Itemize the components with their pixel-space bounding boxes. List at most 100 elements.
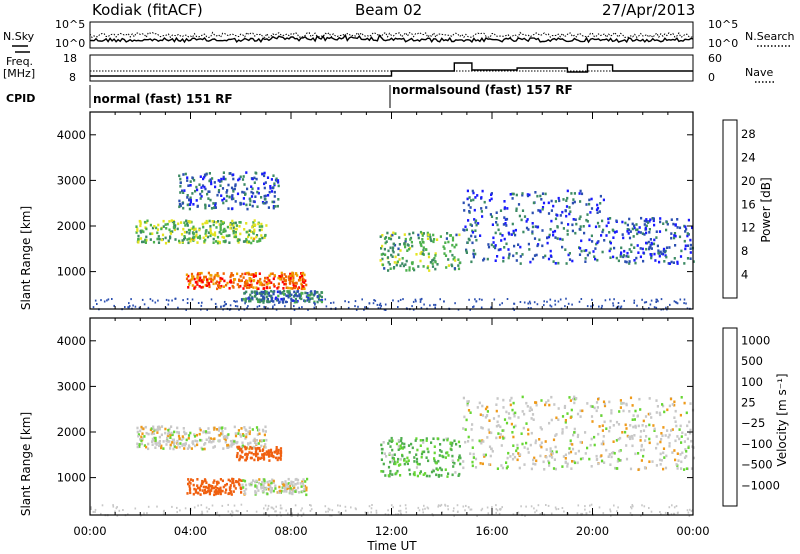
- echo-cell: [553, 403, 556, 406]
- echo-cell: [637, 452, 640, 455]
- echo-cell: [549, 450, 552, 453]
- echo-cell: [272, 481, 275, 484]
- echo-cell: [573, 401, 576, 405]
- echo-cell: [649, 412, 652, 416]
- ground-scatter-cell: [643, 505, 646, 508]
- echo-cell: [627, 232, 630, 235]
- echo-cell: [294, 292, 297, 295]
- echo-cell: [139, 220, 142, 224]
- echo-cell: [684, 225, 687, 229]
- echo-cell: [235, 480, 238, 484]
- echo-cell: [254, 452, 258, 455]
- echo-cell: [609, 463, 612, 466]
- echo-cell: [224, 438, 227, 442]
- echo-cell: [154, 436, 157, 440]
- echo-cell: [563, 406, 566, 409]
- echo-cell: [249, 293, 252, 297]
- echo-cell: [239, 454, 242, 458]
- echo-cell: [440, 450, 443, 453]
- echo-cell: [135, 225, 138, 228]
- echo-cell: [436, 238, 439, 241]
- ground-scatter-cell: [397, 513, 399, 516]
- echo-cell: [516, 443, 519, 447]
- echo-cell: [446, 438, 449, 442]
- echo-cell: [629, 424, 632, 427]
- echo-cell: [272, 174, 275, 177]
- echo-cell: [507, 412, 511, 415]
- echo-cell: [199, 192, 202, 196]
- ground-scatter-cell: [673, 506, 676, 509]
- echo-cell: [255, 290, 258, 293]
- echo-cell: [227, 478, 230, 482]
- echo-cell: [215, 280, 218, 284]
- echo-cell: [380, 443, 383, 447]
- echo-cell: [597, 240, 600, 243]
- colorbar-tick-label: 28: [741, 127, 756, 141]
- echo-cell: [490, 447, 493, 451]
- echo-cell: [209, 178, 212, 181]
- echo-cell: [193, 277, 196, 281]
- echo-cell: [303, 488, 306, 491]
- ground-scatter-cell: [379, 307, 382, 310]
- ground-scatter-cell: [431, 513, 434, 516]
- echo-cell: [241, 433, 245, 436]
- echo-cell: [229, 227, 232, 230]
- echo-cell: [184, 172, 187, 176]
- echo-cell: [228, 486, 231, 489]
- echo-cell: [605, 224, 608, 228]
- echo-cell: [253, 230, 256, 233]
- echo-cell: [259, 283, 262, 286]
- ground-scatter-cell: [275, 505, 277, 508]
- ground-scatter-cell: [501, 302, 503, 305]
- echo-cell: [661, 434, 664, 437]
- echo-cell: [211, 177, 214, 180]
- colorbar-tick-label: 20: [741, 174, 756, 188]
- echo-cell: [139, 438, 142, 441]
- echo-cell: [579, 457, 583, 461]
- echo-cell: [525, 226, 529, 230]
- echo-cell: [444, 468, 447, 471]
- ground-scatter-cell: [260, 299, 263, 302]
- echo-cell: [273, 200, 276, 204]
- echo-cell: [234, 487, 237, 490]
- echo-cell: [607, 455, 610, 458]
- ground-scatter-cell: [313, 306, 316, 309]
- echo-cell: [564, 209, 567, 213]
- echo-cell: [208, 283, 211, 287]
- echo-cell: [622, 255, 625, 259]
- echo-cell: [257, 191, 260, 195]
- ground-scatter-cell: [632, 505, 634, 508]
- echo-cell: [261, 172, 264, 176]
- echo-cell: [205, 284, 208, 287]
- ground-scatter-cell: [462, 505, 465, 508]
- echo-cell: [662, 247, 666, 251]
- echo-cell: [240, 491, 243, 494]
- echo-cell: [169, 232, 173, 235]
- echo-cell: [536, 244, 539, 248]
- echo-cell: [240, 279, 243, 282]
- echo-cell: [250, 283, 253, 287]
- ground-scatter-cell: [370, 511, 372, 514]
- echo-cell: [256, 205, 259, 208]
- ground-scatter-cell: [523, 301, 526, 304]
- echo-cell: [649, 253, 652, 256]
- echo-cell: [204, 275, 207, 279]
- ground-scatter-cell: [589, 504, 591, 507]
- ground-scatter-cell: [437, 505, 439, 508]
- echo-cell: [243, 426, 246, 429]
- echo-cell: [686, 424, 689, 428]
- echo-cell: [139, 429, 142, 433]
- ground-scatter-cell: [527, 307, 530, 309]
- echo-cell: [276, 458, 279, 462]
- echo-cell: [467, 400, 470, 403]
- echo-cell: [573, 395, 576, 399]
- echo-cell: [607, 217, 610, 221]
- echo-cell: [299, 275, 302, 279]
- echo-cell: [165, 443, 168, 446]
- echo-cell: [676, 260, 679, 264]
- echo-cell: [193, 487, 196, 491]
- echo-cell: [205, 490, 208, 494]
- echo-cell: [186, 176, 189, 179]
- echo-cell: [303, 281, 306, 284]
- echo-cell: [250, 241, 253, 245]
